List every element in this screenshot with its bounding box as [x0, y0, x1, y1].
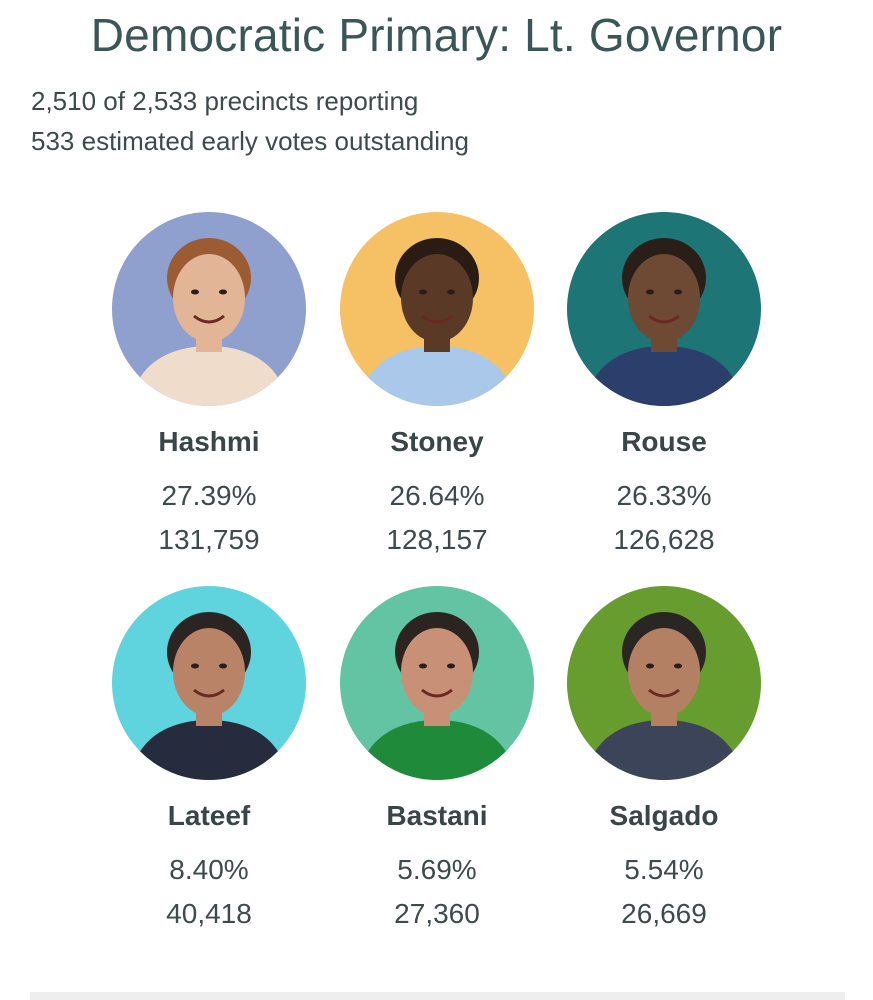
portrait-eye-left: [191, 289, 199, 295]
candidate-card-rouse: Rouse 26.33% 126,628: [544, 212, 784, 556]
portrait-eye-right: [219, 289, 227, 295]
candidate-card-salgado: Salgado 5.54% 26,669: [544, 586, 784, 930]
portrait-eye-left: [419, 663, 427, 669]
portrait-smile: [648, 688, 680, 698]
portrait-shoulders: [358, 720, 516, 780]
candidate-percent: 26.33%: [616, 480, 712, 511]
portrait-shoulders: [585, 720, 743, 780]
page-title: Democratic Primary: Lt. Governor: [90, 9, 783, 61]
portrait-graphic: [112, 212, 306, 406]
candidate-card-bastani: Bastani 5.69% 27,360: [317, 586, 557, 930]
portrait-shoulders: [130, 720, 288, 780]
candidate-name: Hashmi: [158, 426, 260, 457]
candidate-votes: 128,157: [386, 524, 488, 555]
candidate-percent: 8.40%: [169, 854, 249, 885]
candidate-photo: [112, 586, 306, 780]
portrait-face: [401, 254, 473, 342]
early-votes-outstanding: 533 estimated early votes outstanding: [31, 126, 469, 156]
candidate-percent: 5.54%: [624, 854, 704, 885]
portrait-face: [401, 628, 473, 716]
portrait-face: [628, 628, 700, 716]
candidate-percent: 26.64%: [389, 480, 485, 511]
portrait-eye-left: [646, 663, 654, 669]
portrait-eye-right: [219, 663, 227, 669]
portrait-face: [173, 628, 245, 716]
candidate-votes: 126,628: [613, 524, 715, 555]
candidate-name: Lateef: [167, 800, 251, 831]
candidate-photo: [567, 586, 761, 780]
precincts-reporting: 2,510 of 2,533 precincts reporting: [31, 86, 419, 116]
portrait-graphic: [340, 212, 534, 406]
candidate-percent: 27.39%: [161, 480, 257, 511]
candidate-name: Rouse: [621, 426, 707, 457]
candidate-votes: 40,418: [166, 898, 252, 929]
portrait-smile: [648, 314, 680, 324]
candidate-card-hashmi: Hashmi 27.39% 131,759: [89, 212, 329, 556]
candidate-card-lateef: Lateef 8.40% 40,418: [89, 586, 329, 930]
portrait-eye-right: [674, 663, 682, 669]
portrait-eye-right: [447, 663, 455, 669]
portrait-smile: [193, 688, 225, 698]
portrait-smile: [193, 314, 225, 324]
portrait-smile: [421, 314, 453, 324]
candidate-percent: 5.69%: [397, 854, 477, 885]
portrait-face: [628, 254, 700, 342]
candidate-photo: [340, 586, 534, 780]
candidate-name: Salgado: [609, 800, 719, 831]
candidate-votes: 131,759: [158, 524, 260, 555]
portrait-graphic: [112, 586, 306, 780]
candidate-name: Bastani: [386, 800, 488, 831]
portrait-eye-left: [419, 289, 427, 295]
portrait-shoulders: [130, 346, 288, 406]
portrait-face: [173, 254, 245, 342]
portrait-eye-right: [674, 289, 682, 295]
candidate-card-stoney: Stoney 26.64% 128,157: [317, 212, 557, 556]
bottom-divider: [30, 992, 845, 1000]
portrait-shoulders: [358, 346, 516, 406]
portrait-graphic: [567, 586, 761, 780]
candidate-name: Stoney: [390, 426, 484, 457]
portrait-eye-right: [447, 289, 455, 295]
portrait-smile: [421, 688, 453, 698]
portrait-graphic: [340, 586, 534, 780]
portrait-shoulders: [585, 346, 743, 406]
portrait-graphic: [567, 212, 761, 406]
portrait-eye-left: [646, 289, 654, 295]
candidate-photo: [112, 212, 306, 406]
candidate-votes: 26,669: [621, 898, 707, 929]
candidate-photo: [340, 212, 534, 406]
candidate-votes: 27,360: [394, 898, 480, 929]
candidate-photo: [567, 212, 761, 406]
portrait-eye-left: [191, 663, 199, 669]
